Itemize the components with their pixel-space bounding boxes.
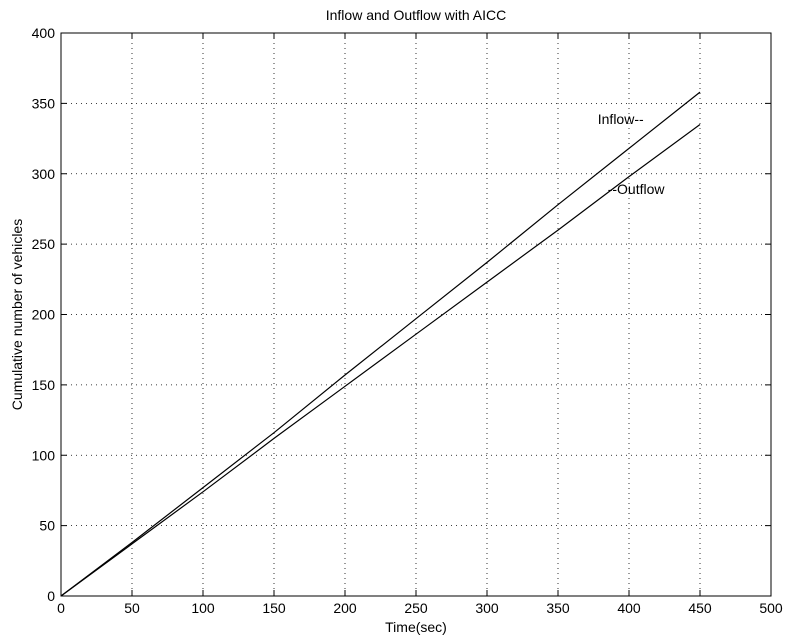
y-tick-label: 50 [39, 518, 55, 534]
axis-ticks: 0 50 100 150 200 250 300 350 400 450 500 0 50 100 150 2… [32, 25, 783, 616]
grid-lines [61, 33, 771, 596]
annotation-label: --Outflow [608, 181, 666, 197]
y-tick-label: 250 [32, 236, 56, 252]
chart-title: Inflow and Outflow with AICC [326, 7, 507, 23]
annotations: Inflow-- --Outflow [598, 111, 666, 197]
x-axis-label: Time(sec) [385, 619, 447, 635]
y-tick-label: 400 [32, 25, 56, 41]
x-tick-label: 50 [124, 600, 140, 616]
series-line-outflow [60, 124, 701, 597]
x-tick-label: 350 [546, 600, 570, 616]
x-tick-label: 400 [617, 600, 641, 616]
x-tick-label: 450 [688, 600, 712, 616]
x-tick-label: 250 [404, 600, 428, 616]
x-tick-label: 150 [262, 600, 286, 616]
x-tick-label: 0 [57, 600, 65, 616]
x-tick-label: 500 [759, 600, 783, 616]
series-lines [60, 91, 701, 597]
series-line-inflow [60, 91, 701, 597]
y-tick-label: 200 [32, 307, 56, 323]
y-tick-label: 350 [32, 95, 56, 111]
x-tick-label: 300 [475, 600, 499, 616]
y-tick-label: 300 [32, 166, 56, 182]
x-tick-label: 200 [333, 600, 357, 616]
y-axis-label: Cumulative number of vehicles [9, 219, 25, 410]
y-tick-label: 100 [32, 447, 56, 463]
annotation-label: Inflow-- [598, 111, 644, 127]
y-tick-label: 0 [47, 588, 55, 604]
x-tick-label: 100 [191, 600, 215, 616]
y-tick-label: 150 [32, 377, 56, 393]
